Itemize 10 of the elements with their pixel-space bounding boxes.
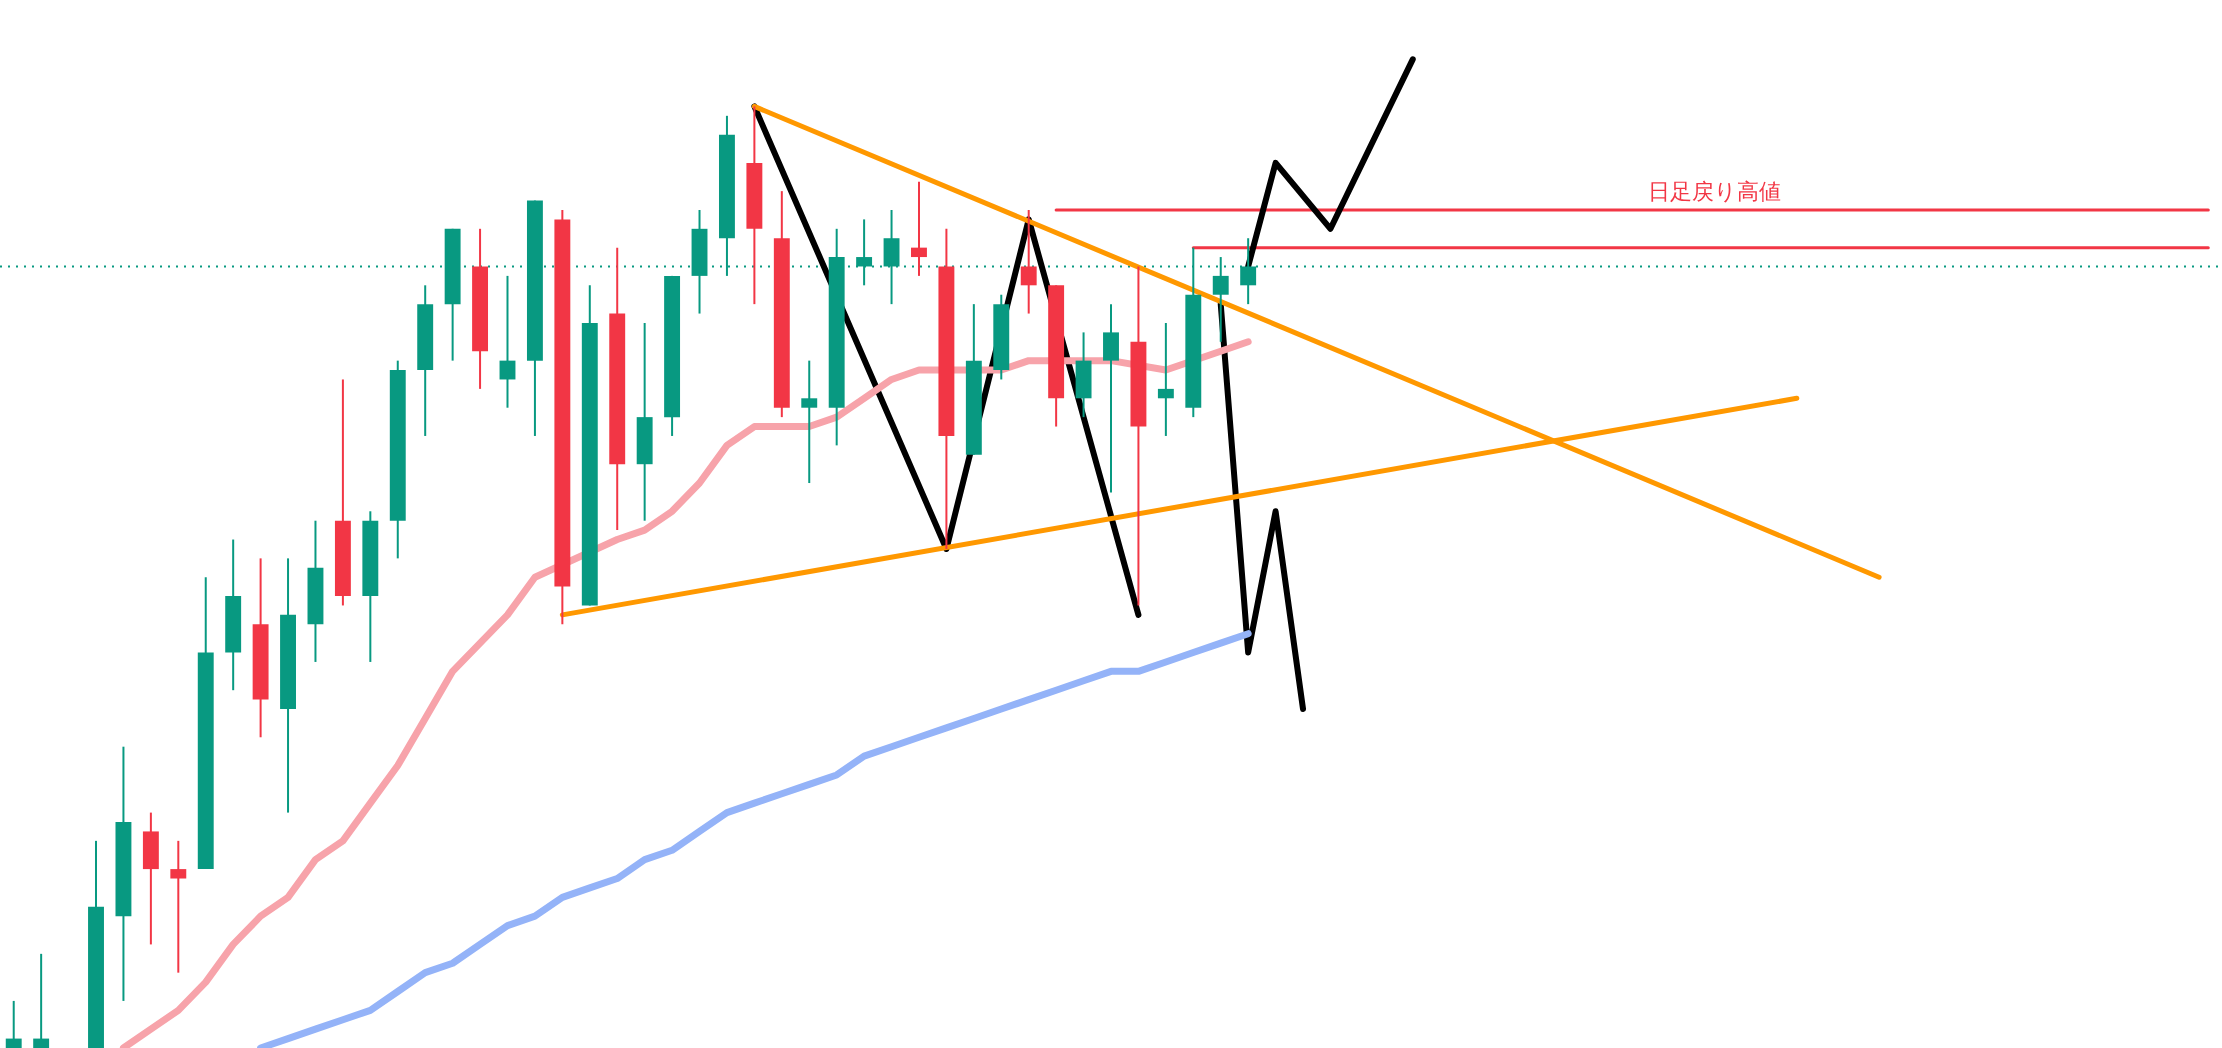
candlestick [911,180,927,277]
candlestick [1212,256,1229,343]
candlestick [5,999,22,1048]
candlestick [33,952,50,1048]
candlestick [1157,321,1174,437]
candlestick [170,839,187,974]
candlestick [1020,208,1037,315]
series-label: 日足戻り高値 [1648,178,1782,204]
candlestick [499,274,516,409]
candlestick [801,359,818,485]
